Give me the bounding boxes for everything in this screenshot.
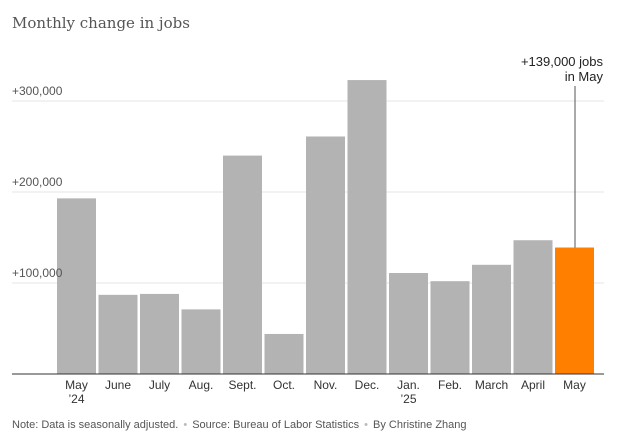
bar — [513, 240, 553, 374]
separator-dot: • — [183, 419, 188, 431]
x-tick-label: May — [65, 378, 88, 392]
bar — [347, 80, 387, 374]
x-tick-label: Sept. — [228, 378, 256, 392]
bar — [472, 264, 511, 374]
x-tick-label: Nov. — [314, 378, 338, 392]
bar — [430, 281, 470, 374]
x-tick-label: Feb. — [438, 378, 462, 392]
chart-title: Monthly change in jobs — [12, 14, 190, 32]
x-tick-sublabel: ’25 — [400, 392, 416, 406]
x-tick-label: July — [149, 378, 170, 392]
source-text: Source: Bureau of Labor Statistics — [192, 419, 360, 431]
annotation-line-1: +139,000 jobs — [521, 54, 604, 69]
bar — [389, 272, 428, 374]
x-tick-sublabel: ’24 — [68, 392, 84, 406]
x-tick-label: May — [563, 378, 586, 392]
byline-text: By Christine Zhang — [372, 419, 467, 431]
x-tick-label: Dec. — [355, 378, 380, 392]
bar — [306, 136, 345, 374]
bar-highlighted — [555, 247, 594, 374]
bar — [57, 198, 96, 374]
separator-dot: • — [364, 419, 368, 431]
x-tick-label: Jan. — [397, 378, 420, 392]
bar — [140, 293, 179, 374]
footnote: Note: Data is seasonally adjusted. • Sourc… — [12, 419, 467, 431]
y-tick-label: +200,000 — [12, 175, 63, 189]
bar — [264, 333, 304, 374]
y-tick-label: +100,000 — [12, 266, 63, 280]
bar — [98, 294, 138, 374]
x-tick-label: April — [521, 378, 545, 392]
x-tick-label: March — [475, 378, 508, 392]
bar — [223, 155, 262, 374]
x-tick-label: June — [105, 378, 131, 392]
annotation-line-2: in May — [565, 69, 604, 84]
x-tick-label: Aug. — [189, 378, 214, 392]
bars — [57, 80, 594, 374]
y-tick-label: +300,000 — [12, 84, 63, 98]
x-tick-label: Oct. — [273, 378, 295, 392]
note-text: Note: Data is seasonally adjusted. — [12, 419, 179, 431]
bar — [181, 309, 221, 374]
